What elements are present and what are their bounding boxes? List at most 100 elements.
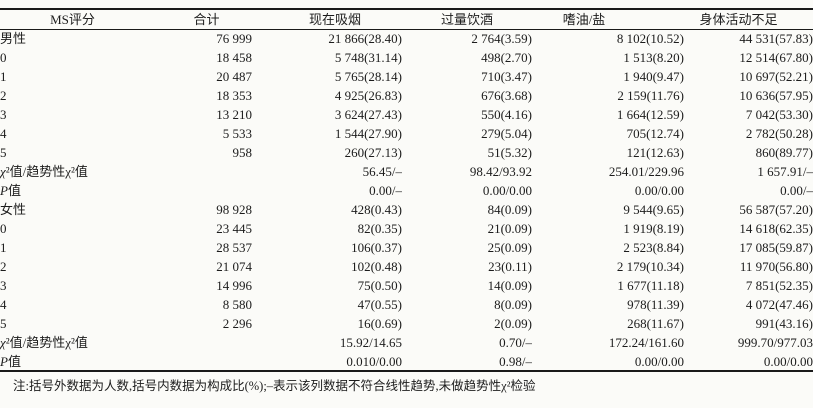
table-cell: 978(11.39): [627, 297, 684, 312]
column-header-ms-score: MS评分: [50, 11, 95, 27]
table-cell: 98.42/93.92: [469, 164, 532, 179]
table-cell: 10 636(57.95): [739, 88, 813, 103]
table-row: 男性 76 999 21 866(28.40) 2 764(3.59) 8 102(10…: [0, 29, 813, 48]
table-cell: 4 072(47.46): [745, 297, 813, 312]
table-row: χ²值/趋势性χ²值 15.92/14.65 0.70/– 172.24/161.60…: [0, 333, 813, 352]
table-cell: 18 458: [216, 50, 252, 65]
table-footnote: 注:括号外数据为人数,括号内数据为构成比(%);–表示该列数据不符合线性趋势,未…: [13, 379, 536, 393]
table-cell: 550(4.16): [481, 107, 532, 122]
column-header-excessive-drinking: 过量饮酒: [440, 11, 493, 27]
table-row: 5 958 260(27.13) 51(5.32) 121(12.63) 860(89.7…: [0, 143, 813, 162]
table-cell: 1 657.91/–: [757, 164, 813, 179]
table-cell: 999.70/977.03: [737, 335, 813, 350]
table-cell: 14(0.09): [487, 278, 532, 293]
table-cell: 44 531(57.83): [739, 31, 813, 47]
table-cell: 21(0.09): [487, 221, 532, 236]
table-cell: [145, 352, 252, 371]
table-cell: 2 782(50.28): [745, 126, 813, 141]
row-label: χ²值/趋势性χ²值: [0, 164, 88, 179]
table-cell: 14 618(62.35): [739, 221, 813, 236]
table-cell: 991(43.16): [755, 316, 813, 331]
table-cell: 21 866(28.40): [328, 31, 402, 47]
table-cell: 16(0.69): [357, 316, 402, 331]
table-cell: 17 085(59.87): [739, 240, 813, 255]
table-cell: 56.45/–: [362, 164, 402, 179]
table-cell: 20 487: [216, 69, 252, 84]
table-cell: 102(0.48): [351, 259, 402, 274]
table-cell: 82(0.35): [357, 221, 402, 236]
table-cell: 25(0.09): [487, 240, 532, 255]
table-cell: 0.00/0.00: [634, 353, 684, 369]
row-label: 4: [0, 126, 7, 141]
row-label: 1: [0, 240, 7, 255]
table-cell: 260(27.13): [344, 145, 402, 160]
table-cell: 2 179(10.34): [616, 259, 684, 274]
table-cell: 0.98/–: [499, 353, 532, 369]
table-cell: 2 296: [222, 316, 252, 331]
column-header-total: 合计: [193, 11, 220, 27]
table-cell: 172.24/161.60: [608, 335, 684, 350]
row-label: 女性: [0, 202, 27, 217]
table-cell: 15.92/14.65: [339, 335, 402, 350]
table-row: P值 0.00/– 0.00/0.00 0.00/0.00 0.00/–: [0, 181, 813, 200]
table-cell: 51(5.32): [487, 145, 532, 160]
table-cell: 279(5.04): [481, 126, 532, 141]
column-header-current-smoking: 现在吸烟: [308, 11, 361, 27]
table-cell: 0.70/–: [499, 335, 532, 350]
table-row: 女性 98 928 428(0.43) 84(0.09) 9 544(9.65) 56 5…: [0, 200, 813, 219]
table-cell: 76 999: [216, 31, 252, 47]
table-row: 2 21 074 102(0.48) 23(0.11) 2 179(10.34) 11 9…: [0, 257, 813, 276]
row-label: 0: [0, 50, 7, 65]
table-cell: [145, 181, 252, 200]
table-cell: 10 697(52.21): [739, 69, 813, 84]
row-label: 2: [0, 88, 7, 103]
table-row: 1 28 537 106(0.37) 25(0.09) 2 523(8.84) 17 08…: [0, 238, 813, 257]
table-cell: 84(0.09): [487, 202, 532, 217]
table-cell: 4 925(26.83): [334, 88, 402, 103]
table-cell: 14 996: [216, 278, 252, 293]
column-header-insufficient-physical-activity: 身体活动不足: [699, 11, 778, 27]
row-label: 1: [0, 69, 7, 84]
row-label: 0: [0, 221, 7, 236]
row-label: χ²值/趋势性χ²值: [0, 335, 88, 350]
table-row: 0 18 458 5 748(31.14) 498(2.70) 1 513(8.20) 1…: [0, 48, 813, 67]
table-row: 0 23 445 82(0.35) 21(0.09) 1 919(8.19) 14 618…: [0, 219, 813, 238]
table-cell: 75(0.50): [357, 278, 402, 293]
table-cell: 8 580: [222, 297, 252, 312]
table-cell: 11 970(56.80): [739, 259, 813, 274]
table-cell: 28 537: [216, 240, 252, 255]
table-cell: 0.00/0.00: [634, 183, 684, 198]
table-cell: 2 523(8.84): [623, 240, 684, 255]
table-cell: 0.00/0.00: [482, 183, 532, 198]
table-cell: 710(3.47): [481, 69, 532, 84]
table-cell: 676(3.68): [481, 88, 532, 103]
table-cell: 8 102(10.52): [616, 31, 684, 47]
table-body: 男性 76 999 21 866(28.40) 2 764(3.59) 8 102(10…: [0, 29, 813, 371]
table-cell: 47(0.55): [357, 297, 402, 312]
table-row: 4 5 533 1 544(27.90) 279(5.04) 705(12.74) 2 7…: [0, 124, 813, 143]
table-cell: 121(12.63): [626, 145, 684, 160]
row-label: 3: [0, 278, 7, 293]
table-cell: 0.010/0.00: [346, 353, 402, 369]
table-cell: 56 587(57.20): [739, 202, 813, 217]
table-cell: 106(0.37): [351, 240, 402, 255]
table-cell: 3 624(27.43): [334, 107, 402, 122]
table-cell: 254.01/229.96: [608, 164, 684, 179]
row-label: 男性: [0, 31, 27, 47]
row-label: P值: [0, 183, 21, 198]
table-cell: 23(0.11): [488, 259, 532, 274]
table-row: 1 20 487 5 765(28.14) 710(3.47) 1 940(9.47) 1…: [0, 67, 813, 86]
table-cell: 5 765(28.14): [334, 69, 402, 84]
table-cell: 9 544(9.65): [623, 202, 684, 217]
table-cell: 1 664(12.59): [616, 107, 684, 122]
table-cell: 0.00/–: [780, 183, 813, 198]
table-row: P值 0.010/0.00 0.98/– 0.00/0.00 0.00/0.00: [0, 352, 813, 371]
table-cell: 268(11.67): [627, 316, 684, 331]
row-label: 4: [0, 297, 7, 312]
table-cell: 498(2.70): [481, 50, 532, 65]
table-row: 4 8 580 47(0.55) 8(0.09) 978(11.39) 4 072(47.…: [0, 295, 813, 314]
table-cell: 1 677(11.18): [617, 278, 684, 293]
table-cell: 5 748(31.14): [334, 50, 402, 65]
table-cell: 1 513(8.20): [623, 50, 684, 65]
